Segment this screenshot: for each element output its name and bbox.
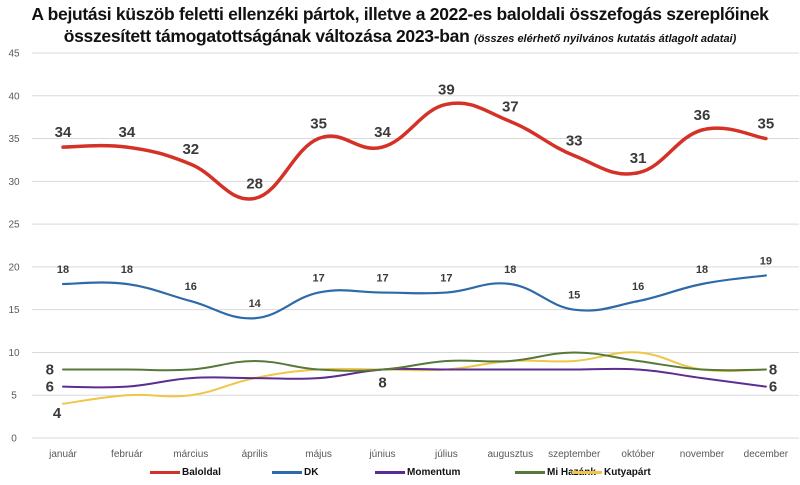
y-tick-label: 40 — [8, 91, 20, 102]
data-label-baloldal: 34 — [374, 124, 391, 141]
data-label-dk: 18 — [121, 264, 133, 276]
x-tick-label: január — [48, 449, 77, 460]
data-label-baloldal: 33 — [566, 133, 583, 150]
data-label-baloldal: 37 — [502, 98, 519, 115]
title-line-2: összesített támogatottságának változása … — [0, 25, 800, 50]
data-labels: 34 34 32 28 35 34 39 37 33 31 36 35 18 18 16 14 17 17 17 18… — [46, 81, 778, 421]
series-lines — [61, 101, 768, 405]
data-label-dk: 18 — [504, 264, 516, 276]
legend-label: Mi Hazánk — [547, 467, 596, 478]
legend-item-kutyap-rt: Kutyapárt — [572, 467, 651, 478]
y-tick-label: 45 — [8, 49, 20, 60]
data-label-baloldal: 28 — [246, 175, 263, 192]
legend-swatch — [150, 471, 180, 474]
y-tick-label: 35 — [8, 134, 20, 145]
legend-item-momentum: Momentum — [375, 467, 460, 478]
x-tick-label: február — [111, 449, 143, 460]
y-tick-label: 20 — [8, 262, 20, 273]
x-tick-label: augusztus — [488, 449, 534, 460]
data-label-baloldal: 31 — [630, 150, 647, 167]
data-label-dk: 14 — [249, 298, 262, 310]
data-label-dk: 16 — [632, 281, 644, 293]
series-line-kutyap-rt — [62, 351, 767, 405]
data-label-baloldal: 35 — [310, 116, 327, 133]
data-label-dk: 17 — [440, 273, 452, 285]
x-tick-label: december — [744, 449, 789, 460]
chart-title: A bejutási küszöb feletti ellenzéki párt… — [0, 3, 800, 50]
data-label-dk: 17 — [312, 273, 324, 285]
data-label-dk: 16 — [185, 281, 197, 293]
data-label-dk: 17 — [376, 273, 388, 285]
x-tick-label: július — [434, 449, 458, 460]
x-tick-label: október — [621, 449, 655, 460]
legend-label: Baloldal — [182, 467, 221, 478]
data-label-baloldal: 34 — [119, 124, 136, 141]
data-label-baloldal: 35 — [758, 116, 775, 133]
legend-swatch — [272, 471, 302, 474]
legend: Baloldal DK Momentum Mi Hazánk Kutyapárt — [0, 467, 800, 483]
x-tick-label: május — [305, 449, 332, 460]
annotation-label: 8 — [769, 362, 777, 379]
data-label-dk: 18 — [696, 264, 708, 276]
annotation-label: 8 — [46, 362, 54, 379]
legend-swatch — [515, 471, 545, 474]
y-tick-label: 0 — [11, 434, 17, 445]
x-tick-label: november — [680, 449, 725, 460]
title-line-2-main: összesített támogatottságának változása … — [63, 26, 470, 46]
data-label-dk: 15 — [568, 290, 580, 302]
series-line-baloldal — [61, 101, 768, 201]
x-axis-ticks: január február március április május június jú… — [48, 449, 789, 460]
annotation-label: 4 — [53, 405, 62, 422]
y-tick-label: 15 — [8, 305, 20, 316]
legend-label: Kutyapárt — [604, 467, 651, 478]
annotation-label: 6 — [46, 379, 54, 396]
series-line-momentum — [62, 367, 767, 389]
data-label-dk: 19 — [760, 255, 772, 267]
data-label-dk: 18 — [57, 264, 69, 276]
legend-item-dk: DK — [272, 467, 318, 478]
legend-item-baloldal: Baloldal — [150, 467, 221, 478]
x-tick-label: szeptember — [548, 449, 601, 460]
annotation-label: 8 — [378, 375, 386, 392]
data-label-baloldal: 36 — [694, 107, 711, 124]
legend-label: Momentum — [407, 467, 461, 478]
y-tick-label: 10 — [8, 348, 20, 359]
legend-swatch — [375, 471, 405, 474]
legend-item-mi-haz-nk: Mi Hazánk — [515, 467, 596, 478]
chart-subtitle: (összes elérhető nyilvános kutatás átlag… — [474, 33, 737, 45]
annotation-label: 6 — [769, 379, 777, 396]
y-axis-ticks: 0 5 10 15 20 25 30 35 40 45 — [8, 49, 20, 445]
x-tick-label: március — [173, 449, 208, 460]
series-line-dk — [61, 274, 767, 320]
series-line-mi-haz-nk — [62, 351, 767, 372]
x-tick-label: június — [368, 449, 395, 460]
data-label-baloldal: 39 — [438, 81, 455, 98]
legend-swatch — [572, 471, 602, 474]
data-label-baloldal: 34 — [55, 124, 72, 141]
legend-label: DK — [304, 467, 319, 478]
y-tick-label: 30 — [8, 177, 20, 188]
x-tick-label: április — [242, 449, 268, 460]
title-line-1: A bejutási küszöb feletti ellenzéki párt… — [31, 4, 769, 24]
gridlines — [32, 52, 799, 439]
y-tick-label: 25 — [8, 220, 20, 231]
y-tick-label: 5 — [11, 391, 17, 402]
data-label-baloldal: 32 — [182, 141, 199, 158]
